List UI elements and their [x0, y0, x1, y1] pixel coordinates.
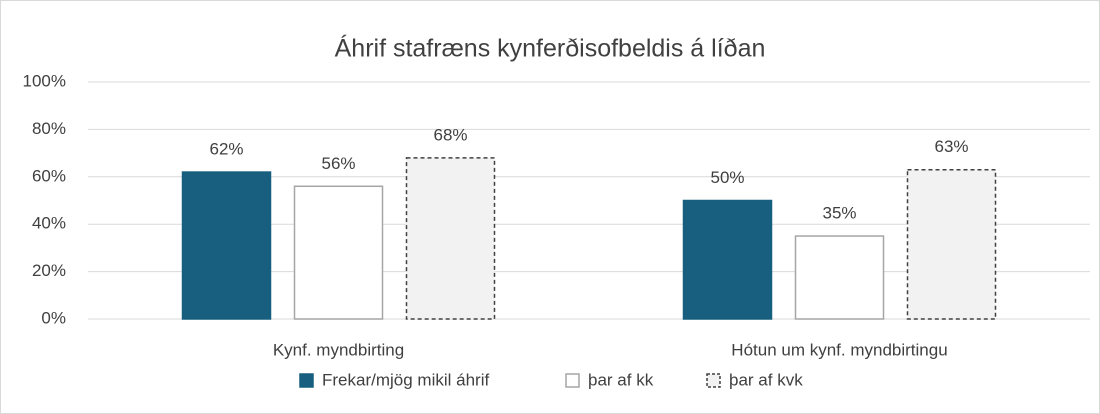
bar: [181, 171, 272, 320]
y-tick-label: 100%: [23, 71, 66, 90]
bar: [906, 168, 997, 320]
bar: [794, 235, 885, 320]
y-tick-label: 20%: [32, 261, 66, 280]
x-tick-label: Hótun um kynf. myndbirtingu: [731, 340, 947, 359]
legend-label: Frekar/mjög mikil áhrif: [322, 370, 489, 389]
legend-label: þar af kk: [588, 370, 654, 389]
data-label: 50%: [710, 168, 744, 187]
x-tick-label: Kynf. myndbirting: [273, 340, 404, 359]
legend-swatch: [299, 373, 314, 388]
y-tick-label: 40%: [32, 214, 66, 233]
legend-swatch: [565, 373, 580, 388]
data-label: 35%: [822, 204, 856, 223]
data-label: 62%: [209, 140, 243, 159]
data-label: 63%: [934, 137, 968, 156]
y-tick-label: 80%: [32, 119, 66, 138]
chart-title: Áhrif stafræns kynferðisofbeldis á líðan: [335, 34, 766, 63]
data-label: 56%: [321, 154, 355, 173]
y-tick-label: 0%: [41, 308, 66, 327]
bar: [405, 157, 496, 320]
y-tick-label: 60%: [32, 166, 66, 185]
bar: [682, 199, 773, 320]
legend-label: þar af kvk: [729, 370, 803, 389]
legend-swatch: [706, 373, 721, 388]
data-label: 68%: [433, 125, 467, 144]
bar: [293, 185, 384, 320]
